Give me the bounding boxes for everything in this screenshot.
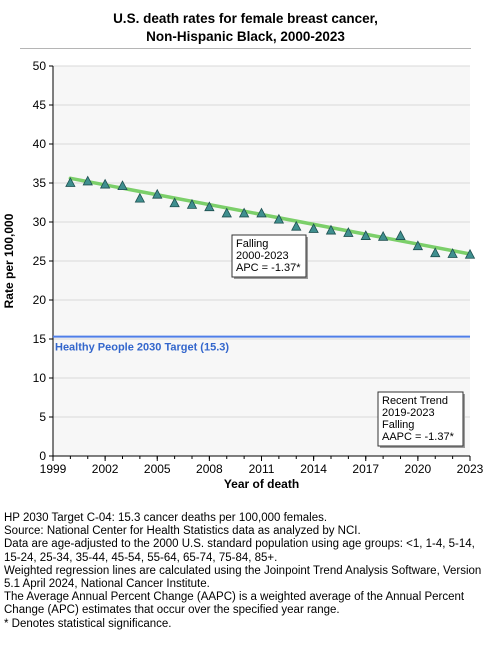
x-tick-label: 2020 (405, 462, 432, 476)
data-point (308, 223, 319, 233)
y-tick-label: 50 (33, 59, 47, 73)
data-point (273, 213, 285, 224)
data-point (152, 188, 163, 199)
data-point (464, 248, 476, 259)
data-point (291, 220, 302, 231)
data-point (221, 207, 232, 218)
annotation-overall-trend-text: APC = -1.37* (236, 262, 301, 274)
annotation-recent-trend-text: Falling (382, 419, 414, 431)
data-point (377, 230, 389, 241)
y-tick-label: 40 (33, 137, 47, 151)
data-point (117, 180, 128, 191)
footnote-significance: * Denotes statistical significance. (4, 617, 172, 630)
footnote-source: Source: National Center for Health Stati… (4, 525, 361, 538)
data-point (343, 227, 354, 237)
data-point (238, 207, 250, 218)
x-tick-label: 2002 (92, 462, 119, 476)
data-point (169, 197, 180, 208)
y-tick-label: 5 (39, 410, 46, 424)
x-axis-label: Year of death (224, 477, 299, 491)
annotation-recent-trend-box (377, 391, 464, 447)
y-tick-label: 10 (33, 371, 47, 385)
x-tick-label: 2017 (352, 462, 379, 476)
annotation-overall-trend-text: Falling (236, 238, 268, 250)
data-point (447, 248, 458, 258)
y-tick-label: 0 (39, 449, 46, 463)
annotation-overall-trend-text: 2000-2023 (236, 250, 289, 262)
target-label: Healthy People 2030 Target (15.3) (55, 342, 229, 354)
y-tick-label: 25 (33, 254, 47, 268)
chart-title: U.S. death rates for female breast cance… (0, 10, 491, 46)
data-point (186, 198, 198, 209)
y-tick-label: 20 (33, 293, 47, 307)
annotation-recent-trend-text: Recent Trend (382, 395, 448, 407)
trend-line (68, 176, 472, 256)
data-point (82, 175, 93, 186)
annotation-recent-trend-text: AAPC = -1.37* (382, 431, 455, 443)
annotation-overall-trend-box (231, 234, 307, 278)
x-tick-label: 2014 (300, 462, 327, 476)
x-tick-label: 1999 (40, 462, 67, 476)
footnote-aapc: The Average Annual Percent Change (AAPC)… (4, 591, 465, 617)
chart-title-line-2: Non-Hispanic Black, 2000-2023 (146, 29, 345, 44)
data-point (325, 224, 337, 235)
footnote-target: HP 2030 Target C-04: 15.3 cancer deaths … (4, 512, 328, 524)
data-point (256, 207, 267, 218)
footnotes: HP 2030 Target C-04: 15.3 cancer deaths … (4, 512, 488, 631)
data-point (99, 178, 111, 189)
x-tick-label: 2011 (249, 462, 275, 476)
x-tick-label: 2023 (457, 462, 484, 476)
data-point (65, 177, 76, 187)
x-tick-label: 2008 (196, 462, 223, 476)
death-rate-chart: 0 5 10 15 20 25 30 35 40 45 50 1999 2002 2005 2008 2011… (2, 59, 484, 491)
data-point (395, 230, 406, 240)
x-tick-label: 2005 (144, 462, 171, 476)
y-tick-label: 35 (33, 176, 47, 190)
y-axis-label: Rate per 100,000 (2, 213, 16, 308)
data-point (430, 247, 441, 258)
title-divider (20, 48, 471, 49)
data-point (360, 230, 371, 240)
footnote-age-adjustment: Data are age-adjusted to the 2000 U.S. s… (4, 538, 475, 564)
data-point (412, 240, 424, 251)
y-tick-label: 15 (33, 332, 47, 346)
annotation-recent-trend-text: 2019-2023 (382, 407, 435, 419)
data-point (134, 192, 146, 203)
footnote-regression: Weighted regression lines are calculated… (4, 564, 482, 591)
y-tick-label: 45 (33, 98, 47, 112)
chart-title-line-1: U.S. death rates for female breast cance… (113, 11, 378, 26)
data-point (204, 201, 215, 212)
y-tick-label: 30 (33, 215, 47, 229)
